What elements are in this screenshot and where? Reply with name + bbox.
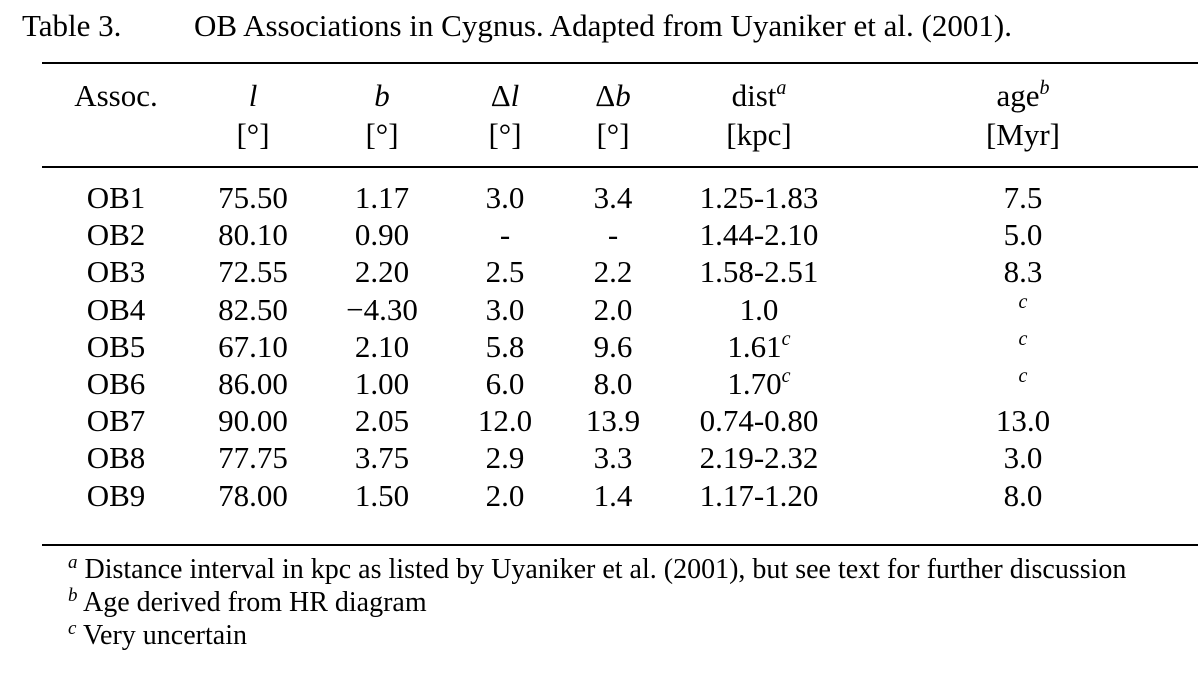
cell-dist: 1.61c: [727, 328, 791, 364]
cell-dl: 5.8: [485, 329, 525, 364]
cell-age: c: [1018, 328, 1028, 350]
cell-dist: 0.74-0.80: [699, 403, 819, 438]
cell-l: 86.00: [218, 366, 288, 401]
cell-dl: -: [499, 217, 511, 252]
cell-assoc: OB9: [86, 478, 146, 513]
cell-b: 2.05: [354, 403, 410, 438]
cell-dl: 3.0: [485, 292, 525, 327]
cell-l: 72.55: [218, 254, 288, 289]
cell-age: 3.0: [1003, 440, 1043, 475]
cell-age: c: [1018, 291, 1028, 313]
cell-l: 90.00: [218, 403, 288, 438]
cell-dl: 3.0: [485, 180, 525, 215]
cell-dl: 6.0: [485, 366, 525, 401]
cell-l: 82.50: [218, 292, 288, 327]
cell-assoc: OB2: [86, 217, 146, 252]
cell-b: 2.20: [354, 254, 410, 289]
cell-db: -: [607, 217, 619, 252]
bottom-rule: [42, 544, 1198, 546]
cell-dist: 1.70c: [727, 365, 791, 401]
cell-age: 5.0: [1003, 217, 1043, 252]
table-title: OB Associations in Cygnus. Adapted from …: [194, 8, 1012, 43]
column-unit-b: [°]: [365, 117, 399, 152]
cell-b: 2.10: [354, 329, 410, 364]
cell-l: 67.10: [218, 329, 288, 364]
footnote-a: a Distance interval in kpc as listed by …: [68, 552, 1127, 585]
cell-b: 1.00: [354, 366, 410, 401]
cell-b: 1.17: [354, 180, 410, 215]
cell-age: 8.0: [1003, 478, 1043, 513]
cell-age: c: [1018, 365, 1028, 387]
cell-age: 13.0: [995, 403, 1051, 438]
column-unit-db: [°]: [596, 117, 630, 152]
cell-db: 9.6: [593, 329, 633, 364]
cell-assoc: OB4: [86, 292, 146, 327]
cell-dist: 1.17-1.20: [699, 478, 819, 513]
cell-b: −4.30: [346, 292, 418, 327]
cell-age: 8.3: [1003, 254, 1043, 289]
cell-dist: 2.19-2.32: [699, 440, 819, 475]
column-header-b: b: [374, 78, 390, 113]
cell-l: 75.50: [218, 180, 288, 215]
column-unit-dist: [kpc]: [726, 117, 792, 152]
column-header-age: ageb: [996, 77, 1050, 113]
column-unit-l: [°]: [236, 117, 270, 152]
column-header-dl: Δl: [490, 78, 520, 113]
cell-assoc: OB7: [86, 403, 146, 438]
cell-dl: 2.0: [485, 478, 525, 513]
cell-dl: 2.5: [485, 254, 525, 289]
footnote-c: c Very uncertain: [68, 618, 247, 651]
cell-db: 8.0: [593, 366, 633, 401]
cell-dist: 1.58-2.51: [699, 254, 819, 289]
column-header-dist: dista: [731, 77, 787, 113]
footnote-b: b Age derived from HR diagram: [68, 585, 427, 618]
cell-b: 3.75: [354, 440, 410, 475]
cell-db: 2.0: [593, 292, 633, 327]
cell-db: 3.4: [593, 180, 633, 215]
cell-l: 80.10: [218, 217, 288, 252]
cell-db: 3.3: [593, 440, 633, 475]
cell-b: 0.90: [354, 217, 410, 252]
cell-assoc: OB8: [86, 440, 146, 475]
table-footnotes: a Distance interval in kpc as listed by …: [68, 553, 1188, 652]
cell-dist: 1.44-2.10: [699, 217, 819, 252]
cell-db: 13.9: [585, 403, 641, 438]
column-header-db: Δb: [595, 78, 631, 113]
cell-dist: 1.25-1.83: [699, 180, 819, 215]
header-rule: [42, 166, 1198, 168]
cell-b: 1.50: [354, 478, 410, 513]
column-unit-dl: [°]: [488, 117, 522, 152]
cell-db: 2.2: [593, 254, 633, 289]
cell-db: 1.4: [593, 478, 633, 513]
cell-l: 78.00: [218, 478, 288, 513]
column-unit-age: [Myr]: [985, 117, 1061, 152]
cell-age: 7.5: [1003, 180, 1043, 215]
cell-l: 77.75: [218, 440, 288, 475]
cell-assoc: OB6: [86, 366, 146, 401]
table-label: Table 3.: [22, 8, 122, 43]
cell-assoc: OB1: [86, 180, 146, 215]
cell-dist: 1.0: [739, 292, 779, 327]
cell-assoc: OB3: [86, 254, 146, 289]
cell-dl: 2.9: [485, 440, 525, 475]
table-caption: Table 3. OB Associations in Cygnus. Adapt…: [22, 8, 1012, 44]
column-header-l: l: [248, 78, 258, 113]
column-header-assoc: Assoc.: [74, 78, 158, 113]
top-rule: [42, 62, 1198, 64]
cell-dl: 12.0: [477, 403, 533, 438]
cell-assoc: OB5: [86, 329, 146, 364]
